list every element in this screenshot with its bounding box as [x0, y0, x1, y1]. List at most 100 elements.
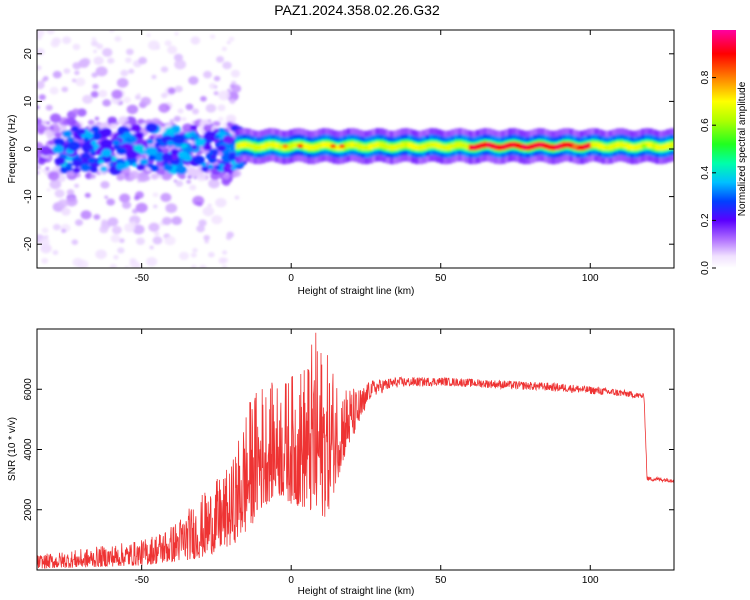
band-segment — [450, 143, 456, 149]
spectral-blob — [208, 251, 215, 258]
spectral-blob — [123, 96, 131, 104]
spectral-blob — [203, 235, 210, 241]
spectral-blob — [129, 257, 137, 264]
spectral-blob — [94, 116, 100, 121]
colorbar-label: Normalized spectral amplitude — [737, 81, 748, 216]
spectral-blob — [155, 137, 162, 143]
band-segment — [579, 144, 585, 151]
spectral-blob — [72, 159, 82, 168]
band-segment — [256, 144, 262, 151]
band-segment — [475, 143, 481, 150]
snr-line — [37, 332, 674, 569]
spectral-blob — [214, 120, 221, 127]
spectral-blob — [174, 59, 187, 70]
band-segment — [357, 143, 363, 150]
band-segment — [490, 143, 496, 149]
spectral-blob — [172, 134, 185, 145]
band-segment — [389, 144, 395, 151]
snr-frame — [36, 328, 675, 571]
spectral-blob — [209, 83, 217, 90]
spectral-blob — [70, 125, 80, 132]
xtick-label: 100 — [582, 575, 599, 586]
spectral-blob — [89, 149, 95, 154]
spectral-blob — [146, 138, 154, 145]
spectral-blob — [230, 69, 241, 78]
spectral-blob — [90, 166, 99, 173]
spectral-blob — [191, 145, 198, 150]
band-segment — [264, 142, 270, 149]
band-segment — [554, 144, 560, 150]
spectral-blob — [54, 157, 66, 166]
spectral-blob — [173, 115, 181, 122]
spectral-blob — [72, 167, 81, 174]
band-segment — [669, 142, 674, 148]
band-segment — [619, 141, 625, 148]
spectral-blob — [124, 265, 129, 268]
spectral-blob — [160, 66, 169, 73]
colorbar-tick-label: 0.8 — [700, 70, 711, 84]
spectral-blob — [52, 70, 62, 79]
spectral-blob — [66, 162, 73, 168]
spectral-blob — [194, 137, 206, 147]
spectral-blob — [222, 135, 234, 144]
spectral-blob — [65, 196, 78, 207]
band-segment — [253, 144, 259, 151]
spectral-blob — [49, 126, 54, 130]
spectral-blob — [82, 94, 93, 104]
spectral-blob — [166, 140, 175, 146]
ytick-label: 0 — [23, 146, 34, 152]
spectrogram-xlabel: Height of straight line (km) — [298, 286, 415, 297]
spectral-blob — [104, 195, 109, 199]
colorbar-tick-label: 0.0 — [700, 261, 711, 275]
band-segment — [526, 144, 532, 151]
spectral-blob — [174, 85, 183, 93]
band-segment — [439, 144, 445, 150]
band-segment — [418, 144, 424, 151]
spectral-blob — [184, 146, 193, 153]
spectral-blob — [120, 69, 129, 77]
spectral-blob — [80, 57, 91, 66]
spectral-blob — [65, 117, 72, 124]
spectral-blob — [113, 255, 119, 260]
spectral-blob — [75, 77, 86, 87]
spectral-blob — [213, 91, 219, 96]
spectral-blob — [132, 224, 145, 235]
xtick-label: 100 — [582, 273, 599, 284]
spectral-blob — [67, 137, 75, 143]
spectral-blob — [117, 247, 125, 254]
spectral-blob — [167, 45, 178, 55]
spectral-blob — [59, 125, 67, 132]
band-segment — [317, 142, 323, 149]
spectral-blob — [90, 140, 97, 145]
spectral-blob — [218, 257, 227, 264]
spectral-blob — [102, 99, 112, 107]
spectral-blob — [198, 219, 207, 227]
spectral-blob — [214, 165, 221, 170]
spectral-blob — [41, 78, 47, 83]
band-segment — [353, 142, 359, 149]
band-segment — [500, 144, 506, 150]
band-segment — [454, 142, 460, 148]
spectral-blob — [98, 159, 105, 165]
colorbar-tick-label: 0.6 — [700, 118, 711, 132]
spectral-blob — [102, 48, 113, 57]
band-segment — [622, 142, 628, 149]
spectral-blob — [200, 96, 207, 102]
spectral-blob — [204, 239, 209, 244]
spectral-blob — [110, 234, 121, 243]
spectral-blob — [134, 131, 145, 139]
spectral-blob — [77, 128, 86, 135]
band-segment — [608, 144, 614, 150]
spectral-blob — [216, 158, 221, 163]
band-segment — [360, 144, 366, 151]
spectral-blob — [222, 250, 228, 255]
band-segment — [289, 143, 295, 149]
spectral-blob — [152, 192, 159, 198]
band-segment — [400, 142, 406, 148]
spectral-blob — [203, 124, 212, 132]
band-segment — [346, 142, 352, 148]
xtick-label: 50 — [435, 273, 447, 284]
spectral-blob — [97, 147, 104, 152]
band-hotspot — [542, 144, 549, 149]
spectral-blob — [114, 35, 122, 42]
